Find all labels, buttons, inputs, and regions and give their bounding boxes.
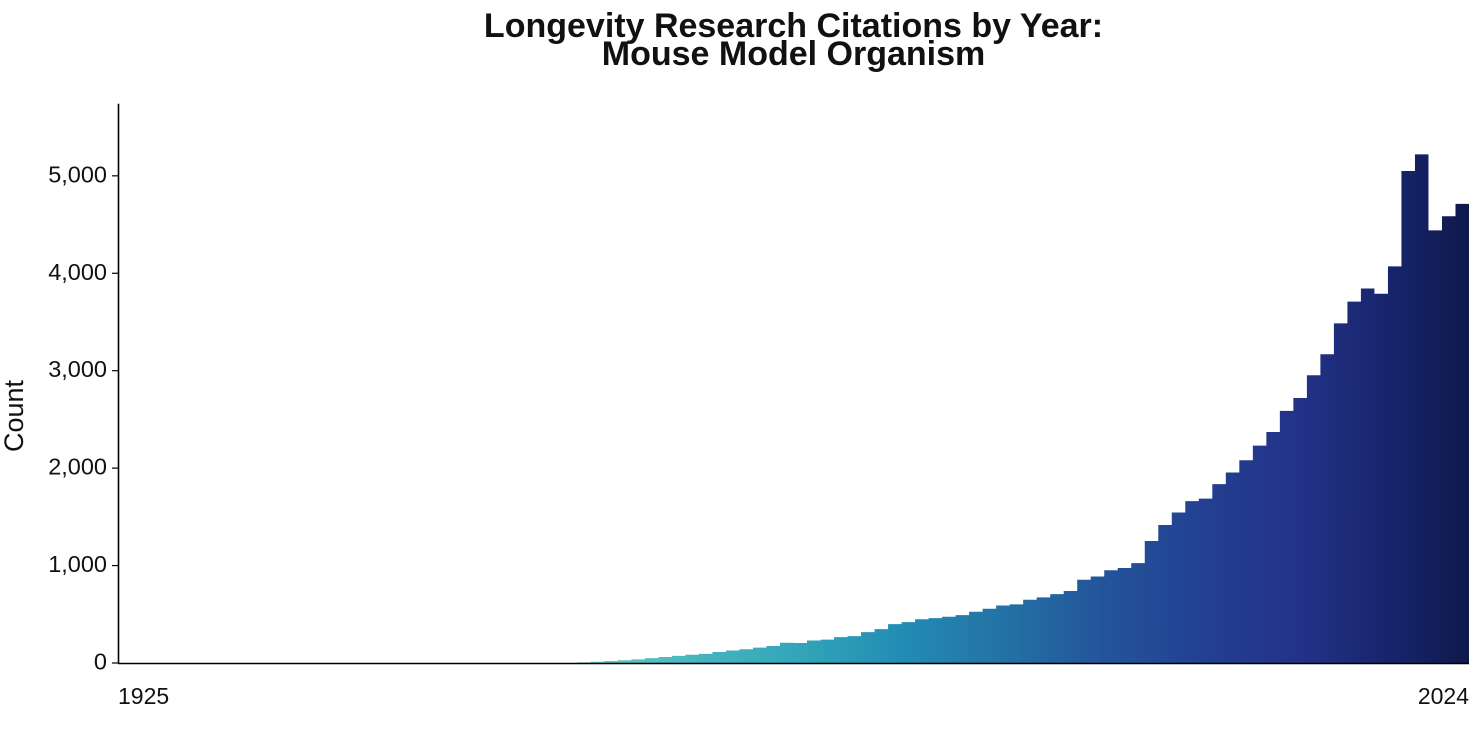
svg-text:1925: 1925 [118, 683, 169, 709]
svg-text:0: 0 [94, 649, 107, 675]
svg-text:Count: Count [0, 379, 29, 452]
svg-text:3,000: 3,000 [48, 356, 107, 382]
svg-text:1,000: 1,000 [48, 551, 107, 577]
svg-text:2024: 2024 [1418, 683, 1469, 709]
svg-text:5,000: 5,000 [48, 161, 107, 187]
svg-text:4,000: 4,000 [48, 259, 107, 285]
svg-text:2,000: 2,000 [48, 454, 107, 480]
